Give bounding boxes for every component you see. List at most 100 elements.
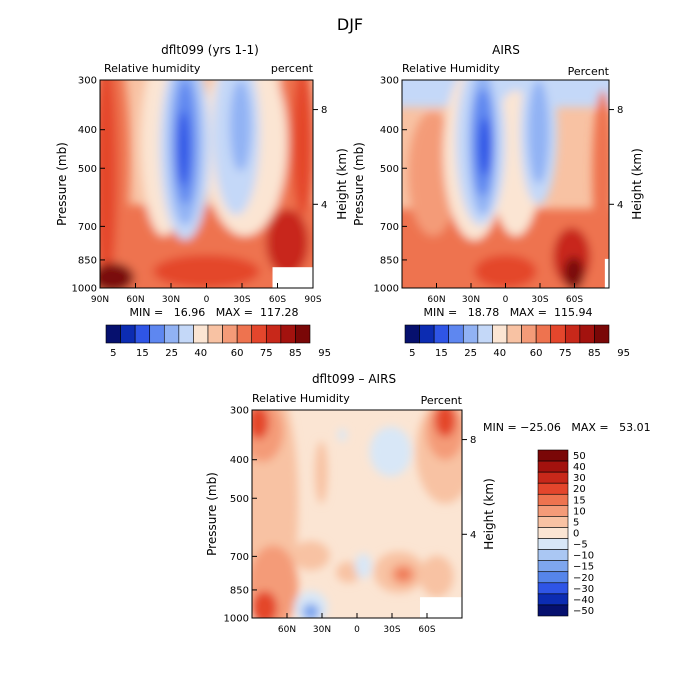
x-tick-label: 30N: [162, 295, 180, 305]
panel-diff-x-ticks: 60N 30N 0 30S 60S: [278, 613, 436, 635]
colorbar-swatch: [537, 460, 569, 473]
colorbar-swatch: [537, 593, 569, 606]
y-tick-label: 500: [230, 494, 249, 505]
colorbar-swatch: [537, 516, 569, 528]
colorbar-label: 75: [260, 348, 273, 359]
colorbar-label: 95: [617, 348, 630, 359]
figure-title: DJF: [337, 15, 363, 34]
colorbar-swatch: [550, 324, 566, 344]
panel-model-y-ticks: 300 400 500 700 850 1000: [72, 76, 105, 295]
y-tick-label: 300: [230, 406, 249, 417]
panel-obs: AIRS Relative Humidity Percent: [352, 43, 644, 359]
panel-model-title: dflt099 (yrs 1-1): [161, 43, 259, 57]
panel-model: dflt099 (yrs 1-1) Relative humidity perc…: [55, 43, 349, 359]
y2-tick-label: 8: [617, 105, 623, 116]
x-tick-label: 60S: [269, 295, 286, 305]
y-tick-label: 500: [78, 164, 97, 175]
colorbar-swatch: [404, 324, 420, 344]
colorbar-swatch: [537, 493, 569, 506]
colorbar-swatch: [134, 324, 151, 344]
colorbar-swatch: [149, 324, 165, 344]
colorbar-label: −40: [573, 595, 594, 606]
panel-diff-ylabel: Pressure (mb): [205, 472, 219, 556]
colorbar-swatch: [537, 482, 569, 495]
colorbar-swatch: [163, 324, 180, 344]
y-tick-label: 700: [78, 222, 97, 233]
y2-tick-label: 4: [321, 200, 327, 211]
colorbar-swatch: [193, 324, 209, 344]
colorbar-swatch: [433, 324, 450, 344]
panel-diff-y2label: Height (km): [482, 478, 496, 549]
colorbar-swatch: [521, 324, 537, 344]
y-tick-label: 500: [380, 164, 399, 175]
panel-obs-title: AIRS: [492, 43, 520, 57]
colorbar-label: 30: [573, 473, 586, 484]
panel-diff: dflt099 – AIRS Relative Humidity Percent: [205, 372, 651, 635]
colorbar-label: 85: [588, 348, 601, 359]
panel-model-y2-ticks: 84: [313, 105, 327, 211]
colorbar-swatch: [295, 324, 311, 344]
panel-obs-colorbar: 5 15 25 40 60 75 85 95: [404, 324, 630, 359]
y-tick-label: 1000: [374, 284, 399, 295]
colorbar-swatch: [579, 324, 595, 344]
colorbar-swatch: [594, 324, 610, 344]
colorbar-label: 0: [573, 529, 579, 540]
colorbar-swatch: [178, 324, 194, 344]
colorbar-swatch: [537, 560, 569, 573]
y-tick-label: 850: [230, 585, 249, 596]
colorbar-swatch: [265, 324, 282, 344]
panel-diff-stats: MIN = −25.06 MAX = 53.01: [483, 421, 651, 434]
colorbar-label: 20: [573, 484, 586, 495]
colorbar-swatch: [251, 324, 267, 344]
panel-model-y2label: Height (km): [335, 148, 349, 219]
x-tick-label: 60N: [427, 295, 445, 305]
colorbar-swatch: [506, 324, 522, 344]
colorbar-swatch: [537, 549, 569, 561]
y-tick-label: 400: [78, 125, 97, 136]
x-tick-label: 30S: [233, 295, 250, 305]
y2-tick-label: 8: [321, 105, 327, 116]
colorbar-label: −30: [573, 584, 594, 595]
y2-tick-label: 4: [617, 200, 623, 211]
y-tick-label: 300: [380, 76, 399, 87]
colorbar-label: 60: [530, 348, 543, 359]
panel-obs-y2label: Height (km): [630, 148, 644, 219]
x-tick-label: 0: [503, 295, 509, 305]
colorbar-swatch: [448, 324, 464, 344]
colorbar-label: 5: [110, 348, 116, 359]
colorbar-label: 5: [573, 517, 579, 528]
colorbar-label: 40: [573, 462, 586, 473]
colorbar-swatch: [537, 471, 569, 484]
panel-model-field: [100, 80, 313, 288]
panel-model-stats: MIN = 16.96 MAX = 117.28: [130, 306, 299, 319]
colorbar-label: 25: [165, 348, 178, 359]
x-tick-label: 60N: [126, 295, 144, 305]
colorbar-label: 15: [573, 495, 586, 506]
y-tick-label: 700: [380, 222, 399, 233]
colorbar-label: 85: [289, 348, 302, 359]
colorbar-label: 5: [409, 348, 415, 359]
y-tick-label: 700: [230, 552, 249, 563]
panel-obs-x-ticks: 60N 30N 0 30S 60S: [427, 283, 583, 305]
x-tick-label: 30S: [383, 625, 400, 635]
panel-obs-field: [402, 80, 609, 288]
colorbar-swatch: [462, 324, 479, 344]
colorbar-label: −50: [573, 606, 594, 617]
colorbar-swatch: [120, 324, 136, 344]
panel-model-left-label: Relative humidity: [104, 62, 201, 75]
panel-diff-title: dflt099 – AIRS: [312, 372, 396, 386]
panel-model-ylabel: Pressure (mb): [55, 142, 69, 226]
panel-model-x-ticks: 90N 60N 30N 0 30S 60S 90S: [91, 283, 322, 305]
colorbar-swatch: [564, 324, 581, 344]
colorbar-swatch: [537, 527, 569, 539]
colorbar-swatch: [537, 571, 569, 584]
colorbar-label: 40: [194, 348, 207, 359]
colorbar-label: 15: [435, 348, 448, 359]
x-tick-label: 0: [354, 625, 360, 635]
y-tick-label: 400: [230, 455, 249, 466]
x-tick-label: 30S: [531, 295, 548, 305]
colorbar-swatch: [537, 505, 569, 517]
colorbar-label: 50: [573, 451, 586, 462]
